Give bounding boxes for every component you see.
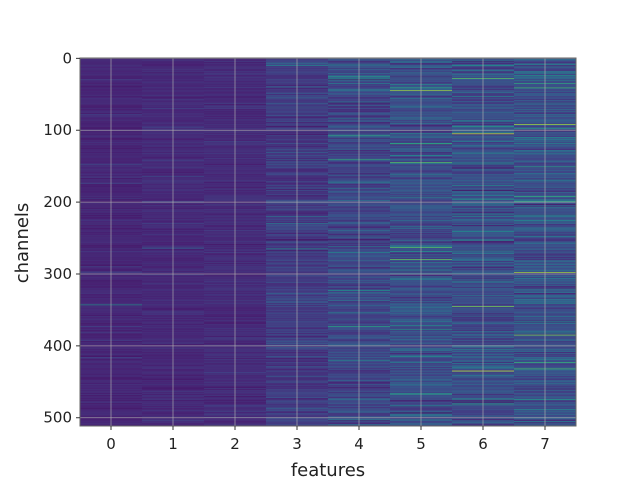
y-tick-label: 400 <box>43 337 72 355</box>
y-tick-label: 100 <box>43 121 72 139</box>
x-tick-label: 7 <box>540 435 550 453</box>
x-tick-label: 5 <box>416 435 426 453</box>
x-tick-label: 3 <box>292 435 302 453</box>
x-tick-label: 0 <box>106 435 116 453</box>
grid-lines <box>80 57 576 426</box>
y-axis-ticks: 0 100 200 300 400 500 <box>43 49 80 427</box>
heatmap-cells <box>80 58 577 427</box>
x-tick-label: 2 <box>230 435 240 453</box>
plot-area <box>79 57 577 427</box>
x-tick-label: 1 <box>168 435 178 453</box>
plot-frame <box>79 57 577 427</box>
x-tick-label: 6 <box>478 435 488 453</box>
y-tick-label: 200 <box>43 193 72 211</box>
y-tick-label: 500 <box>43 409 72 427</box>
x-tick-label: 4 <box>354 435 364 453</box>
y-axis-label: channels <box>12 203 33 284</box>
x-axis-label: features <box>291 460 365 480</box>
y-tick-label: 0 <box>62 49 72 67</box>
y-tick-label: 300 <box>43 265 72 283</box>
x-axis-ticks: 0 1 2 3 4 5 6 7 <box>106 426 550 453</box>
